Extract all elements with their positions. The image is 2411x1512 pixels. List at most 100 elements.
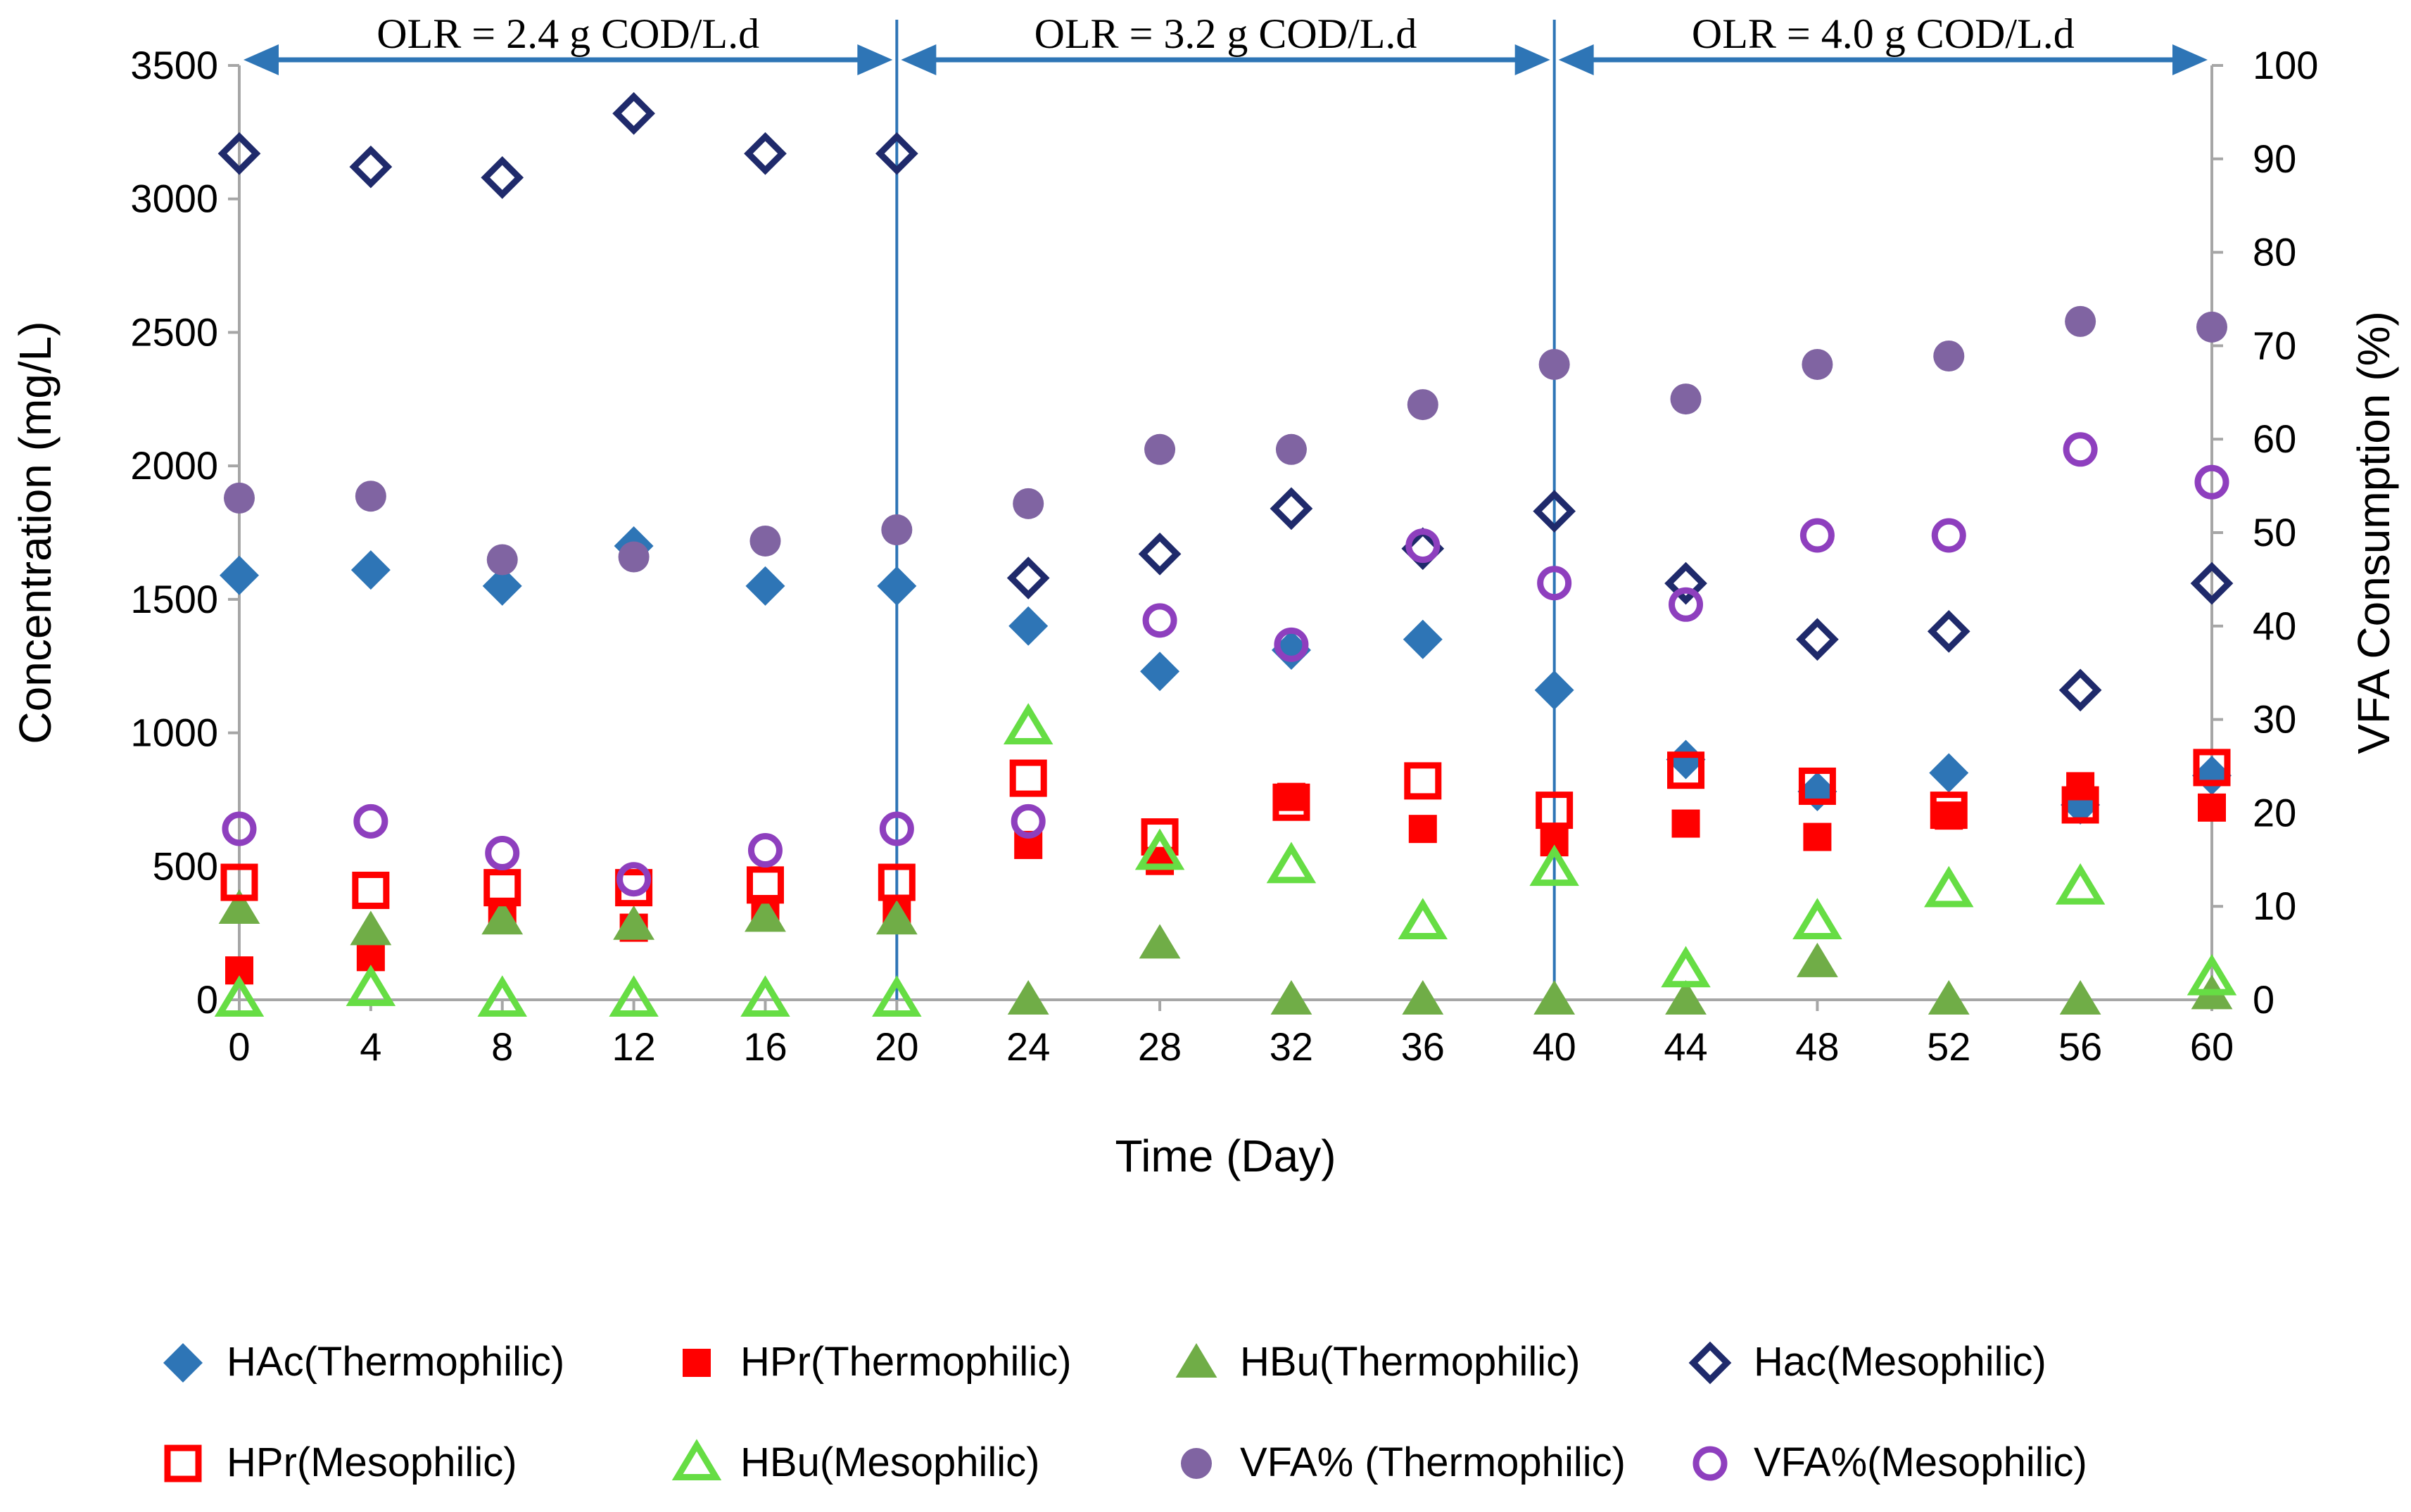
- data-point: [745, 566, 785, 606]
- data-point: [2059, 980, 2101, 1015]
- data-point: [1666, 739, 1706, 780]
- series-2: [225, 772, 2226, 985]
- data-point: [1537, 566, 1572, 601]
- data-point: [2196, 311, 2227, 343]
- data-point: [1398, 898, 1448, 939]
- legend-item: VFA% (Thermophilic): [1181, 1440, 1626, 1485]
- legend-item: HBu(Thermophilic): [1175, 1339, 1580, 1385]
- legend-item: Hac(Mesophilic): [1688, 1339, 2046, 1385]
- phase-label-bg: [1004, 7, 1447, 56]
- data-point: [1007, 980, 1049, 1015]
- data-point: [877, 566, 917, 606]
- data-marks: [214, 91, 2237, 1017]
- phase-arrow-head-left: [901, 44, 937, 75]
- x-tick-label: 24: [1006, 1024, 1050, 1069]
- data-point: [613, 905, 654, 940]
- data-point: [612, 91, 655, 135]
- y2-tick-label: 90: [2253, 136, 2296, 181]
- data-point: [1408, 815, 1437, 844]
- phase-1: OLR = 2.4 g COD/L.d: [243, 7, 893, 75]
- y-tick-label: 2000: [130, 443, 218, 488]
- data-point: [2190, 561, 2234, 605]
- data-point: [1271, 630, 1311, 670]
- legend-swatch: [1692, 1446, 1728, 1481]
- phase-label: OLR = 2.4 g COD/L.d: [376, 11, 759, 57]
- legend-swatch: [1175, 1343, 1217, 1378]
- series-1: [220, 526, 2232, 825]
- data-point: [1796, 618, 1839, 661]
- data-point: [352, 871, 390, 909]
- data-point: [486, 544, 518, 576]
- series-4: [217, 91, 2234, 712]
- x-tick-label: 56: [2058, 1024, 2102, 1069]
- data-point: [744, 132, 787, 175]
- data-point: [1533, 980, 1576, 1015]
- data-point: [1402, 980, 1444, 1015]
- data-point: [217, 132, 261, 175]
- data-point: [1011, 803, 1046, 839]
- data-point: [745, 897, 786, 932]
- data-point: [1927, 610, 1970, 653]
- data-point: [749, 525, 781, 557]
- data-point: [1144, 433, 1176, 465]
- y-tick-label: 3000: [130, 177, 218, 221]
- data-point: [1533, 490, 1576, 533]
- data-point: [481, 155, 524, 199]
- data-point: [878, 863, 916, 901]
- data-point: [1404, 762, 1442, 800]
- series-8: [222, 432, 2229, 897]
- data-point: [1670, 383, 1702, 415]
- legend-label: HBu(Mesophilic): [740, 1440, 1039, 1485]
- data-point: [1534, 670, 1574, 710]
- data-point: [1661, 946, 1711, 988]
- data-point: [2066, 772, 2095, 801]
- data-point: [1802, 348, 1833, 380]
- x-tick-label: 0: [228, 1024, 250, 1069]
- data-point: [1924, 865, 1974, 908]
- axes-group: 0500100015002000250030003500010203040506…: [130, 43, 2318, 1069]
- data-point: [2187, 953, 2237, 996]
- x-tick-label: 36: [1401, 1024, 1445, 1069]
- data-point: [1930, 792, 1968, 830]
- data-point: [746, 866, 784, 904]
- y2-tick-label: 60: [2253, 417, 2296, 461]
- phase-arrow-head-left: [1558, 44, 1594, 75]
- data-point: [1933, 341, 1965, 372]
- y-tick-label: 2500: [130, 310, 218, 354]
- data-point: [1266, 841, 1317, 884]
- data-point: [350, 550, 391, 590]
- data-point: [218, 889, 260, 924]
- data-point: [1009, 759, 1047, 797]
- legend-item: HBu(Mesophilic): [671, 1439, 1039, 1485]
- y-tick-label: 500: [153, 844, 218, 888]
- legend-item: HAc(Thermophilic): [163, 1339, 564, 1385]
- legend-swatch: [683, 1349, 711, 1377]
- legend-label: Hac(Mesophilic): [1754, 1339, 2046, 1385]
- x-tick-label: 40: [1533, 1024, 1576, 1069]
- phase-label: OLR = 4.0 g COD/L.d: [1692, 11, 2075, 57]
- data-point: [349, 145, 393, 189]
- legend-item: HPr(Thermophilic): [683, 1339, 1072, 1385]
- data-point: [350, 910, 392, 946]
- series-6: [214, 703, 2237, 1017]
- data-point: [1270, 980, 1312, 1015]
- data-point: [477, 975, 527, 1017]
- x-tick-label: 16: [743, 1024, 787, 1069]
- data-point: [1669, 587, 1704, 622]
- legend-swatch: [671, 1439, 722, 1480]
- phase-arrow-head-right: [857, 44, 893, 75]
- series-5: [220, 749, 2231, 909]
- legend-label: HBu(Thermophilic): [1240, 1339, 1580, 1385]
- data-point: [1134, 828, 1185, 870]
- data-point: [1008, 606, 1049, 646]
- x-tick-label: 44: [1664, 1024, 1707, 1069]
- phase-annotations: OLR = 2.4 g COD/L.d OLR = 3.2 g COD/L.d OL…: [243, 7, 2208, 75]
- data-point: [2063, 432, 2098, 467]
- data-point: [355, 481, 386, 512]
- data-point: [1270, 487, 1313, 531]
- y-tick-label: 1000: [130, 711, 218, 755]
- phase-label-bg: [347, 7, 789, 56]
- x-tick-label: 12: [612, 1024, 655, 1069]
- data-point: [1006, 557, 1050, 599]
- data-point: [220, 555, 259, 595]
